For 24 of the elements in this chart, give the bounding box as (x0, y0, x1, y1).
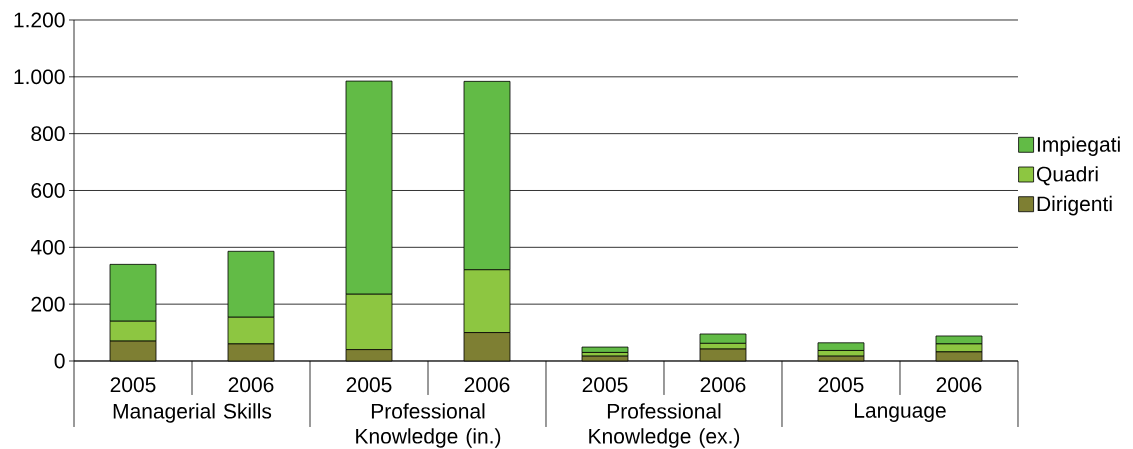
bar (581, 346, 629, 353)
legend-label: Quadri (1036, 166, 1098, 186)
text: Professional Knowledge (in.) (356, 403, 501, 448)
legend-label: Impiegati (1037, 136, 1120, 157)
text: Professional Knowledge (ex.) (589, 403, 740, 448)
y-tick-label: 800 (31, 126, 65, 142)
x-tick-label: 2006 (936, 377, 982, 393)
legend-label: Dirigenti (1037, 195, 1112, 216)
y-tick-label: 200 (31, 296, 65, 312)
x-tick-label: 2005 (110, 377, 156, 393)
y-tick-label: 1.000 (14, 69, 65, 85)
x-tick-label: 2006 (464, 377, 510, 393)
x-tick-label: 2006 (228, 377, 274, 393)
y-tick-label: 400 (30, 239, 65, 255)
x-tick-label: 2005 (582, 377, 628, 393)
bar (699, 333, 747, 344)
text: Managerial Skills (113, 403, 272, 423)
y-tick-label: 600 (31, 183, 65, 198)
y-tick-label: 1.200 (14, 12, 65, 28)
x-tick-label: 2006 (700, 377, 746, 393)
text: Language (855, 403, 946, 422)
y-tick-label: 0 (54, 353, 65, 369)
x-tick-label: 2005 (818, 377, 864, 393)
x-tick-label: 2005 (346, 377, 392, 393)
